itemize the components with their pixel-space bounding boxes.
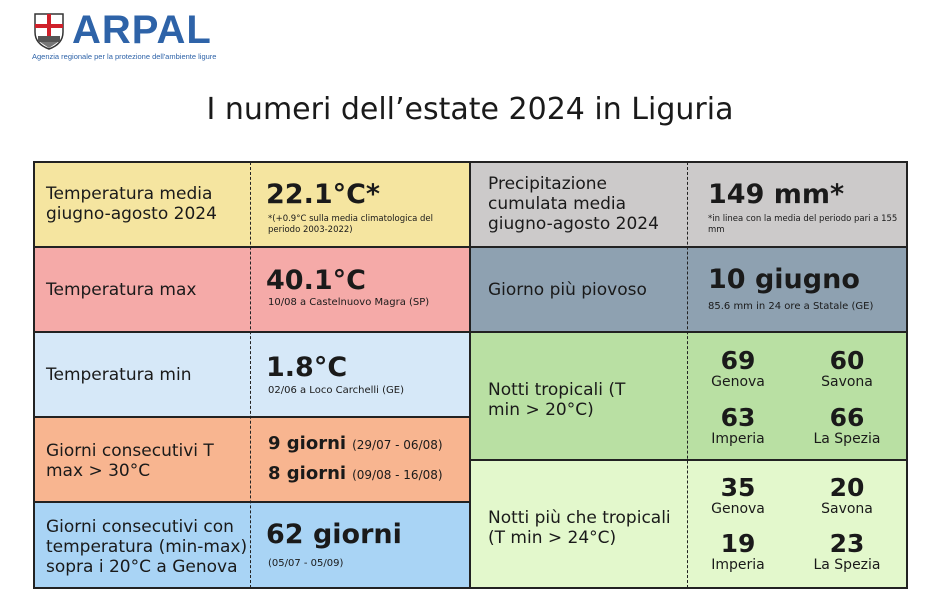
logo-tagline: Agenzia regionale per la protezione dell… <box>32 52 217 61</box>
grid-border-left <box>33 161 35 589</box>
temp-max-value: 40.1°C <box>266 265 366 296</box>
temp-media-value: 22.1°C* <box>266 179 381 210</box>
temp-max-label: Temperatura max <box>46 280 197 300</box>
item-value: 35 <box>720 473 756 502</box>
giorni-consecutivi-label: Giorni consecutivi T max > 30°C <box>46 441 214 481</box>
grid-row-line <box>33 331 907 333</box>
precip-value: 149 mm* <box>708 179 845 210</box>
grid-border-right <box>906 161 908 589</box>
item-city: Genova <box>711 374 765 390</box>
cell-temp-media: Temperatura media giugno-agosto 2024 22.… <box>34 162 470 247</box>
giorni-genova-range: (05/07 - 05/09) <box>268 558 344 569</box>
precip-label: Precipitazione cumulata media giugno-ago… <box>488 174 659 234</box>
giorni-genova-value: 62 giorni <box>266 519 402 550</box>
cell-giorno-piovoso: Giorno più piovoso 10 giugno 85.6 mm in … <box>470 247 906 332</box>
notti-piu-label: Notti più che tropicali (T min > 24°C) <box>488 508 671 548</box>
item-city: Genova <box>711 501 765 517</box>
cell-giorni-consecutivi: Giorni consecutivi T max > 30°C 9 giorni… <box>34 417 470 502</box>
piovoso-detail: 85.6 mm in 24 ore a Statale (GE) <box>708 301 874 312</box>
item-city: Imperia <box>711 431 765 447</box>
piovoso-value: 10 giugno <box>708 264 860 295</box>
dashed-divider-right <box>687 162 688 588</box>
item-value: 63 <box>720 403 756 432</box>
giorni-line-2: 8 giorni (09/08 - 16/08) <box>268 463 443 486</box>
grid-row-line <box>33 501 470 503</box>
logo-wordmark: ARPAL <box>72 8 212 52</box>
notti-tropicali-item: 69 Genova <box>688 346 788 391</box>
notti-piu-item: 19 Imperia <box>688 529 788 574</box>
cell-precipitazione: Precipitazione cumulata media giugno-ago… <box>470 162 906 247</box>
grid-row-line <box>33 416 470 418</box>
giorni-genova-label: Giorni consecutivi con temperatura (min-… <box>46 517 248 577</box>
notti-tropicali-label: Notti tropicali (T min > 20°C) <box>488 380 626 420</box>
page-title: I numeri dell’estate 2024 in Liguria <box>206 92 734 127</box>
giorni-line-1-value: 9 giorni <box>268 433 347 454</box>
item-value: 69 <box>720 346 756 375</box>
piovoso-label: Giorno più piovoso <box>488 280 647 300</box>
grid-row-line <box>33 246 907 248</box>
cell-giorni-genova: Giorni consecutivi con temperatura (min-… <box>34 502 470 588</box>
item-city: Savona <box>821 501 873 517</box>
precip-note: *in linea con la media del periodo pari … <box>708 214 898 235</box>
temp-media-label: Temperatura media giugno-agosto 2024 <box>46 184 217 224</box>
temp-max-detail: 10/08 a Castelnuovo Magra (SP) <box>268 297 430 308</box>
notti-tropicali-item: 63 Imperia <box>688 403 788 448</box>
notti-piu-item: 23 La Spezia <box>797 529 897 574</box>
notti-tropicali-item: 66 La Spezia <box>797 403 897 448</box>
item-value: 66 <box>829 403 865 432</box>
giorni-line-2-range: (09/08 - 16/08) <box>352 468 443 482</box>
notti-tropicali-item: 60 Savona <box>797 346 897 391</box>
item-city: La Spezia <box>813 431 881 447</box>
item-value: 19 <box>720 529 756 558</box>
item-city: Imperia <box>711 557 765 573</box>
temp-min-value: 1.8°C <box>266 352 348 383</box>
item-city: Savona <box>821 374 873 390</box>
cell-temp-max: Temperatura max 40.1°C 10/08 a Castelnuo… <box>34 247 470 332</box>
notti-piu-item: 35 Genova <box>688 473 788 518</box>
giorni-line-1-range: (29/07 - 06/08) <box>352 438 443 452</box>
cell-temp-min: Temperatura min 1.8°C 02/06 a Loco Carch… <box>34 332 470 417</box>
temp-min-detail: 02/06 a Loco Carchelli (GE) <box>268 385 404 396</box>
temp-min-label: Temperatura min <box>46 365 192 385</box>
item-value: 23 <box>829 529 865 558</box>
dashed-divider-left <box>250 162 251 588</box>
item-value: 60 <box>829 346 865 375</box>
giorni-line-2-value: 8 giorni <box>268 463 347 484</box>
item-city: La Spezia <box>813 557 881 573</box>
cell-notti-tropicali: Notti tropicali (T min > 20°C) 69 Genova… <box>470 332 906 460</box>
grid-row-line <box>469 459 907 461</box>
notti-piu-item: 20 Savona <box>797 473 897 518</box>
cell-notti-piu-tropicali: Notti più che tropicali (T min > 24°C) 3… <box>470 460 906 588</box>
liguria-shield-icon <box>34 13 64 50</box>
grid-center-divider <box>469 161 471 589</box>
giorni-line-1: 9 giorni (29/07 - 06/08) <box>268 433 443 456</box>
item-value: 20 <box>829 473 865 502</box>
temp-media-note: *(+0.9°C sulla media climatologica del p… <box>268 214 434 235</box>
arpal-logo: ARPAL Agenzia regionale per la protezion… <box>32 8 232 62</box>
